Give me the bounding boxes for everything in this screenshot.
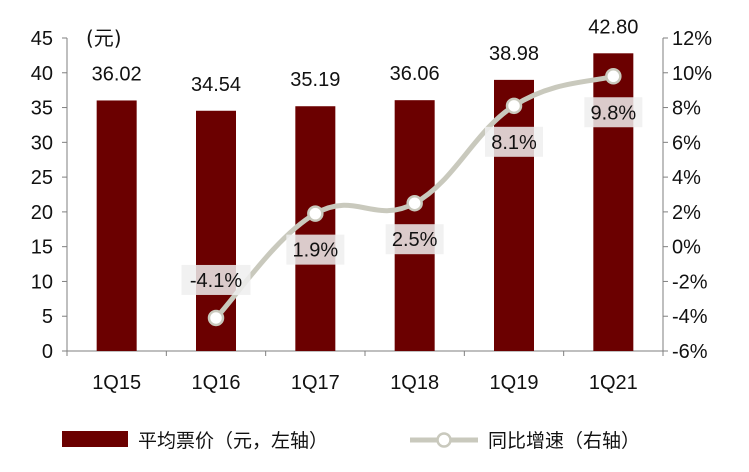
left-axis-tick-label: 0 xyxy=(42,341,53,363)
bar-value-label: 35.19 xyxy=(290,69,340,91)
line-value-labels: -4.1% 1.9% 2.5% 8.1% 9.8% xyxy=(181,97,643,295)
line-point-marker xyxy=(605,68,622,85)
right-axis-tick-label: -4% xyxy=(672,306,708,328)
left-axis-tick-label: 20 xyxy=(31,202,53,224)
line-point-marker xyxy=(207,309,225,327)
line-value-label-bg xyxy=(385,224,444,255)
left-axis-tick-label: 15 xyxy=(31,237,53,259)
left-axis-tick-label: 10 xyxy=(31,271,53,293)
x-axis-tick-label: 1Q18 xyxy=(390,372,439,394)
bar-value-labels: 36.02 34.54 35.19 36.06 38.98 42.80 xyxy=(92,16,639,95)
bar xyxy=(494,79,534,352)
bar xyxy=(295,106,336,351)
right-axis-tick-label: 12% xyxy=(672,28,712,50)
legend-bar-swatch xyxy=(62,431,128,447)
x-axis-tick-label: 1Q17 xyxy=(291,372,340,394)
left-axis-tick-label: 5 xyxy=(42,306,53,328)
legend-line-label: 同比增速（右轴） xyxy=(488,430,640,452)
bar-value-label: 36.02 xyxy=(92,63,142,85)
x-axis-tick-label: 1Q16 xyxy=(192,372,241,394)
right-axis-tick-label: 0% xyxy=(672,237,701,259)
line-series xyxy=(207,68,622,327)
legend-bar-label: 平均票价（元，左轴） xyxy=(138,430,328,452)
line-point-marker xyxy=(505,97,523,115)
left-axis-tick-label: 25 xyxy=(31,167,53,189)
left-y-axis: 0 5 10 15 20 25 30 35 40 45 xyxy=(31,28,68,363)
left-axis-tick-label: 30 xyxy=(31,132,53,154)
x-axis-tick-label: 1Q19 xyxy=(490,372,539,394)
x-axis-tick-label: 1Q15 xyxy=(92,372,141,394)
line-value-label: -4.1% xyxy=(190,270,242,292)
legend: 平均票价（元，左轴） 同比增速（右轴） xyxy=(62,430,640,452)
right-axis-tick-label: -2% xyxy=(672,271,708,293)
bar-value-label: 42.80 xyxy=(588,16,638,38)
line-value-label-bg xyxy=(286,234,345,265)
bar-value-label: 38.98 xyxy=(489,43,539,65)
left-axis-tick-label: 40 xyxy=(31,63,53,85)
left-axis-tick-label: 45 xyxy=(31,28,53,50)
x-axis: 1Q15 1Q16 1Q17 1Q18 1Q19 1Q21 xyxy=(66,350,664,394)
left-axis-unit-label: (元) xyxy=(86,26,122,50)
right-axis-tick-label: 8% xyxy=(672,98,701,120)
right-axis-tick-label: -6% xyxy=(672,341,708,363)
bar-value-label: 34.54 xyxy=(191,74,241,96)
line-value-label-bg xyxy=(584,97,643,128)
right-y-axis: -6% -4% -2% 0% 2% 4% 6% 8% 10% 12% xyxy=(662,28,712,363)
bar-series xyxy=(96,53,634,352)
line-value-label: 8.1% xyxy=(491,132,537,154)
line-value-label: 9.8% xyxy=(591,102,637,124)
right-axis-tick-label: 4% xyxy=(672,167,701,189)
bar-value-label: 36.06 xyxy=(390,63,440,85)
line-point-marker xyxy=(406,194,423,212)
left-axis-tick-label: 35 xyxy=(31,98,53,120)
line-value-label: 2.5% xyxy=(392,229,438,251)
right-axis-tick-label: 10% xyxy=(672,63,712,85)
right-axis-tick-label: 2% xyxy=(672,202,701,224)
line-value-label-bg xyxy=(485,126,543,157)
line-value-label-bg xyxy=(181,264,251,295)
legend-line-marker xyxy=(436,432,452,448)
right-axis-tick-label: 6% xyxy=(672,132,701,154)
line-point-marker xyxy=(307,205,324,222)
x-axis-tick-label: 1Q21 xyxy=(589,372,638,394)
bar xyxy=(96,100,137,351)
line-value-label: 1.9% xyxy=(293,240,339,262)
